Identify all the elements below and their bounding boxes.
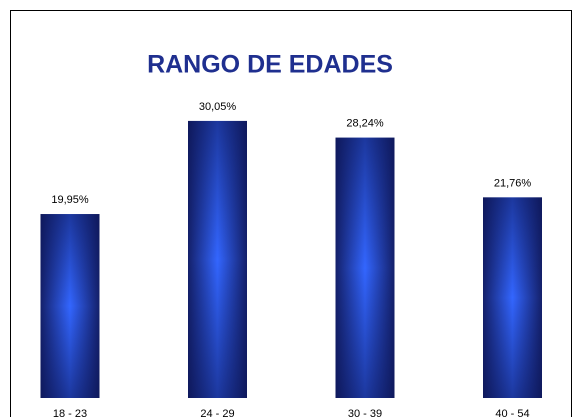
x-tick-label: 40 - 54 <box>495 408 529 417</box>
bar <box>483 197 542 398</box>
chart-title: RANGO DE EDADES <box>147 51 393 79</box>
value-label: 28,24% <box>346 118 384 130</box>
value-label: 19,95% <box>51 194 89 206</box>
x-tick-label: 30 - 39 <box>348 408 382 417</box>
chart-frame <box>10 10 572 417</box>
bar <box>40 214 100 398</box>
bar <box>188 120 247 399</box>
x-tick-label: 18 - 23 <box>53 408 87 417</box>
x-tick-label: 24 - 29 <box>200 408 234 417</box>
value-label: 30,05% <box>199 101 237 113</box>
bar <box>335 137 395 398</box>
value-label: 21,76% <box>494 177 532 189</box>
